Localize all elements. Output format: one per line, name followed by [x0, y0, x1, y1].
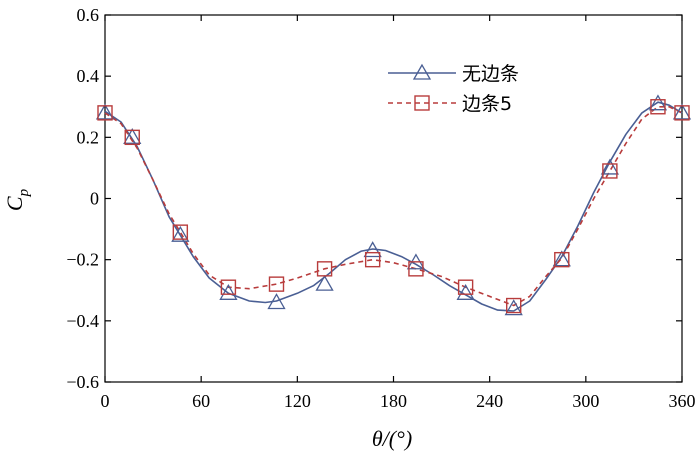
legend-label-2: 边条5 — [462, 93, 512, 115]
data-point-series-2 — [457, 279, 474, 295]
data-point-series-1 — [456, 283, 475, 300]
y-axis-label-text: Cp — [2, 188, 32, 211]
x-tick-label: 0 — [101, 391, 110, 411]
x-tick-label: 360 — [669, 391, 696, 411]
series-line-1 — [104, 101, 683, 312]
data-point-series-2 — [268, 276, 285, 292]
y-tick-label: 0.4 — [77, 66, 100, 86]
plot-frame — [104, 14, 683, 383]
legend-marker-1 — [412, 63, 432, 80]
x-tick-label: 180 — [380, 391, 407, 411]
y-tick-label: −0.2 — [66, 250, 99, 270]
legend-label-1: 无边条 — [462, 63, 519, 85]
data-point-series-1 — [95, 103, 115, 120]
data-point-series-1 — [504, 299, 523, 316]
y-tick-label: 0.6 — [77, 5, 100, 25]
data-point-series-1 — [315, 274, 334, 291]
data-point-series-2 — [364, 251, 381, 268]
data-point-series-2 — [124, 129, 140, 146]
data-point-series-2 — [97, 105, 113, 121]
data-point-series-2 — [674, 105, 690, 121]
data-point-series-2 — [506, 297, 522, 314]
y-tick-label: 0.2 — [77, 127, 100, 147]
x-tick-label: 120 — [284, 391, 311, 411]
data-point-series-1 — [219, 283, 238, 300]
data-point-series-1 — [171, 225, 190, 242]
y-axis-label-main: C — [2, 196, 27, 211]
data-point-series-1 — [600, 158, 619, 175]
x-tick-label: 60 — [192, 391, 210, 411]
y-tick-label: −0.6 — [66, 372, 99, 392]
y-tick-label: 0 — [90, 189, 99, 209]
y-axis-label-sub: p — [16, 188, 32, 197]
data-point-series-2 — [316, 261, 333, 277]
legend-marker-2 — [414, 95, 430, 111]
x-axis-label: θ/(°) — [372, 426, 412, 451]
data-point-series-1 — [123, 128, 142, 144]
y-axis-label: Cp — [2, 188, 32, 211]
data-point-series-2 — [650, 99, 666, 115]
data-point-series-1 — [672, 103, 692, 120]
x-tick-label: 300 — [572, 391, 599, 411]
data-point-series-1 — [648, 94, 668, 111]
data-point-series-2 — [602, 163, 618, 179]
data-point-series-1 — [363, 241, 382, 258]
data-point-series-2 — [220, 279, 237, 295]
data-point-series-1 — [267, 293, 286, 310]
data-point-series-1 — [552, 250, 571, 267]
series-line-2 — [104, 106, 683, 307]
data-point-series-2 — [172, 224, 189, 240]
data-point-series-2 — [554, 251, 570, 268]
x-tick-label: 240 — [476, 391, 503, 411]
data-point-series-2 — [408, 261, 424, 277]
y-tick-label: −0.4 — [66, 311, 99, 331]
